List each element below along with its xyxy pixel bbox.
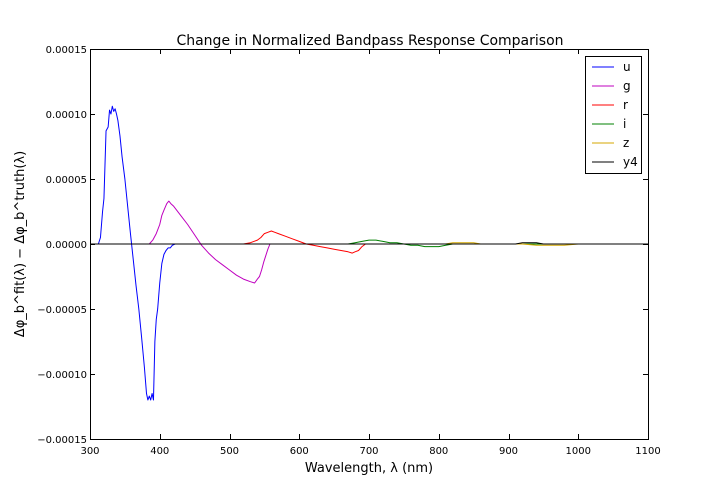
legend-label-i: i: [623, 117, 626, 131]
legend-label-y4: y4: [623, 155, 638, 169]
x-tick-label: 1100: [635, 446, 660, 457]
y-tick-label: 0.00015: [46, 45, 87, 56]
x-tick-label: 800: [429, 446, 448, 457]
y-axis-label: Δφ_b^fit(λ) − Δφ_b^truth(λ): [13, 151, 28, 337]
x-tick-label: 500: [220, 446, 239, 457]
legend-label-r: r: [623, 98, 628, 112]
legend-box: [585, 56, 642, 174]
x-tick-label: 300: [80, 446, 99, 457]
series-line-y4: [90, 242, 648, 245]
ticks-layer: 300 400 500 600 700 800 900 1000 1100 −0.00015 −0.…: [37, 45, 660, 457]
series-layer: [90, 105, 648, 401]
y-tick-label: −0.00005: [37, 305, 87, 316]
chart-title: Change in Normalized Bandpass Response C…: [176, 33, 563, 49]
x-tick-label: 900: [499, 446, 518, 457]
legend-label-z: z: [623, 136, 629, 150]
legend-label-u: u: [623, 60, 631, 74]
y-tick-label: 0.00005: [46, 175, 87, 186]
x-tick-label: 700: [359, 446, 378, 457]
y-tick-label: 0.00000: [46, 240, 87, 251]
x-tick-label: 400: [150, 446, 169, 457]
x-tick-label: 1000: [566, 446, 591, 457]
x-axis-label: Wavelength, λ (nm): [305, 461, 433, 476]
legend-label-g: g: [623, 79, 631, 93]
x-tick-label: 600: [290, 446, 309, 457]
y-tick-label: −0.00015: [37, 435, 87, 446]
y-tick-label: −0.00010: [37, 370, 87, 381]
y-tick-label: 0.00010: [46, 110, 87, 121]
